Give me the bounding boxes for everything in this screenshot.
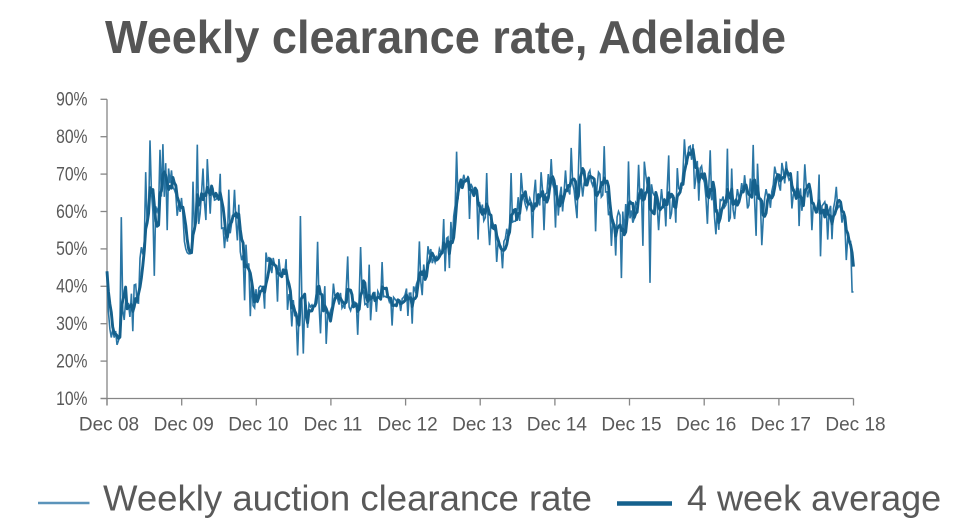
svg-text:70%: 70% bbox=[56, 164, 87, 185]
svg-text:20%: 20% bbox=[56, 351, 87, 372]
svg-text:4 week average: 4 week average bbox=[687, 478, 941, 519]
svg-text:Weekly clearance rate, Adelaid: Weekly clearance rate, Adelaide bbox=[105, 11, 786, 63]
svg-text:Dec 16: Dec 16 bbox=[676, 415, 736, 436]
svg-text:Weekly auction clearance rate: Weekly auction clearance rate bbox=[103, 478, 592, 519]
svg-text:Dec 11: Dec 11 bbox=[304, 415, 363, 436]
svg-text:Dec 15: Dec 15 bbox=[601, 415, 661, 436]
svg-text:50%: 50% bbox=[56, 239, 87, 260]
svg-text:40%: 40% bbox=[56, 277, 87, 298]
svg-text:30%: 30% bbox=[56, 314, 87, 335]
svg-text:Dec 08: Dec 08 bbox=[79, 415, 139, 436]
svg-text:90%: 90% bbox=[56, 90, 87, 111]
svg-text:Dec 13: Dec 13 bbox=[452, 415, 512, 436]
svg-text:80%: 80% bbox=[56, 127, 87, 148]
svg-text:Dec 10: Dec 10 bbox=[228, 415, 288, 436]
svg-text:Dec 14: Dec 14 bbox=[527, 415, 588, 436]
svg-text:Dec 17: Dec 17 bbox=[751, 415, 811, 436]
svg-text:60%: 60% bbox=[56, 202, 87, 223]
svg-text:Dec 12: Dec 12 bbox=[377, 415, 437, 436]
svg-text:Dec 09: Dec 09 bbox=[154, 415, 214, 436]
svg-text:10%: 10% bbox=[56, 389, 87, 410]
svg-text:Dec 18: Dec 18 bbox=[825, 415, 885, 436]
